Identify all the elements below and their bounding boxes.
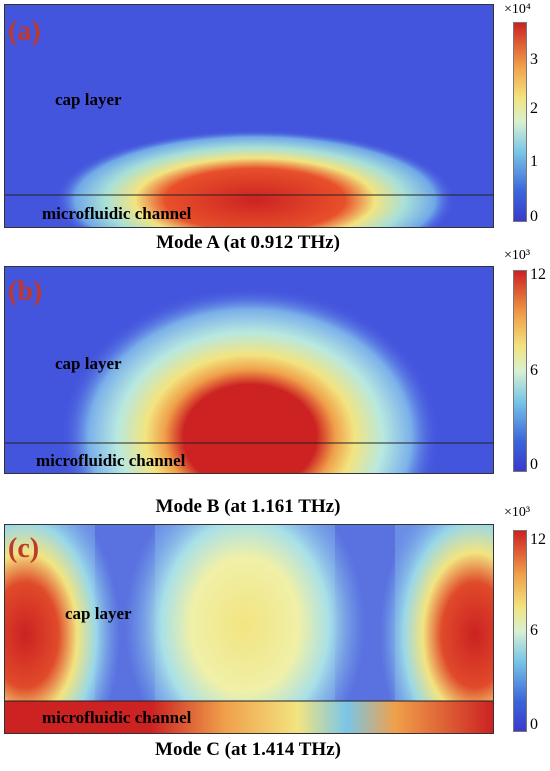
colorbar-tick-b-0: 0	[530, 456, 538, 473]
colorbar-c	[513, 530, 527, 732]
caption-c: Mode C (at 1.414 THz)	[155, 739, 341, 760]
colorbar-tick-a-0: 0	[530, 208, 538, 225]
cap-layer-label-b: cap layer	[55, 354, 122, 373]
caption-a: Mode A (at 0.912 THz)	[156, 232, 340, 253]
channel-label-b: microfluidic channel	[36, 451, 186, 470]
colorbar-tick-a-1: 1	[530, 153, 538, 170]
colorbar-tick-c-0: 0	[530, 716, 538, 733]
colorbar-multiplier-b: ×10³	[504, 248, 531, 263]
colorbar-a	[513, 22, 527, 222]
field-map-c-graphic	[5, 525, 493, 733]
colorbar-multiplier-c: ×10³	[504, 505, 531, 520]
colorbar-tick-a-3: 3	[530, 51, 538, 68]
colorbar-tick-b-6: 6	[530, 362, 538, 379]
field-map-b	[4, 266, 494, 474]
field-map-b-graphic	[5, 267, 493, 473]
field-map-c	[4, 524, 494, 734]
channel-label-a: microfluidic channel	[42, 204, 192, 223]
colorbar-tick-a-2: 2	[530, 100, 538, 117]
channel-label-c: microfluidic channel	[42, 708, 192, 727]
field-map-a-graphic	[5, 5, 493, 227]
colorbar-b	[513, 270, 527, 472]
panel-label-a: (a)	[8, 16, 41, 47]
colorbar-tick-b-12: 12	[530, 266, 546, 283]
colorbar-tick-c-12: 12	[530, 531, 546, 548]
cap-layer-label-c: cap layer	[65, 604, 132, 623]
field-map-a	[4, 4, 494, 228]
cap-layer-label-a: cap layer	[55, 90, 122, 109]
panel-label-b: (b)	[8, 276, 43, 307]
caption-b: Mode B (at 1.161 THz)	[155, 496, 341, 517]
colorbar-multiplier-a: ×10⁴	[504, 2, 531, 17]
panel-label-c: (c)	[8, 533, 40, 564]
colorbar-tick-c-6: 6	[530, 622, 538, 639]
